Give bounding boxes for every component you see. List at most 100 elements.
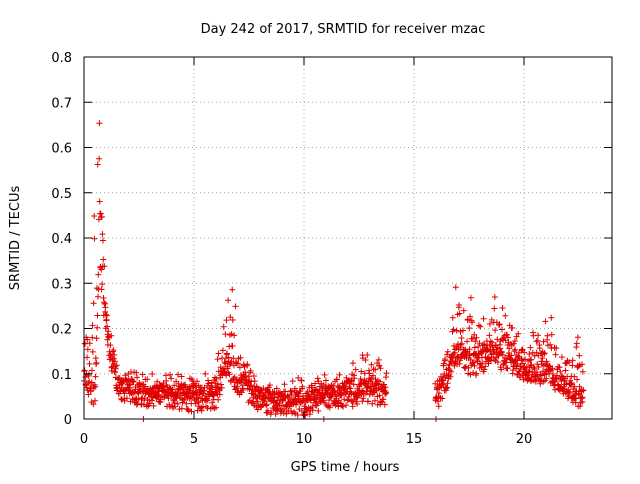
data-point <box>575 363 582 370</box>
data-point <box>354 400 361 407</box>
data-point <box>469 319 476 326</box>
data-point <box>444 351 450 358</box>
data-point <box>466 346 473 353</box>
data-point <box>334 376 340 383</box>
x-tick-label: 0 <box>80 432 88 447</box>
data-point <box>505 334 512 341</box>
data-point <box>98 213 105 220</box>
data-point <box>533 369 540 376</box>
data-point <box>176 385 183 392</box>
data-point <box>456 310 463 317</box>
data-point <box>485 360 492 367</box>
data-point <box>383 390 390 397</box>
data-point <box>576 352 583 359</box>
data-point <box>482 363 489 370</box>
data-point <box>263 401 270 408</box>
data-point <box>213 404 219 411</box>
data-point <box>211 374 218 381</box>
data-point <box>521 349 528 356</box>
data-point <box>90 401 97 408</box>
data-point <box>548 331 555 338</box>
data-point <box>569 357 576 364</box>
data-point <box>573 344 580 351</box>
data-point <box>96 155 103 162</box>
data-point <box>547 341 554 348</box>
data-point <box>502 359 509 366</box>
data-point <box>466 352 473 359</box>
data-point <box>298 407 305 414</box>
data-point <box>105 328 112 335</box>
data-point <box>100 256 107 263</box>
data-point <box>475 343 482 350</box>
data-point <box>195 399 202 406</box>
data-point <box>465 364 472 371</box>
data-point <box>231 332 238 339</box>
data-point <box>262 394 269 401</box>
data-point <box>309 407 316 414</box>
data-point <box>298 377 305 384</box>
data-point <box>171 400 178 407</box>
data-point <box>358 368 365 375</box>
data-point <box>457 341 464 348</box>
data-point <box>266 382 273 389</box>
data-point <box>486 332 493 339</box>
data-point <box>102 304 109 311</box>
data-point <box>329 391 336 398</box>
data-point <box>291 385 298 392</box>
data-point <box>126 381 133 388</box>
data-point <box>91 235 98 242</box>
data-point <box>96 120 103 127</box>
data-point <box>237 354 244 361</box>
data-point <box>540 338 547 345</box>
data-point <box>377 365 384 372</box>
data-point <box>244 361 251 368</box>
data-point <box>217 381 224 388</box>
data-point <box>543 358 550 365</box>
data-point <box>375 385 382 392</box>
data-point <box>108 332 115 339</box>
data-point <box>127 382 134 389</box>
data-point <box>365 367 372 374</box>
data-point <box>479 360 486 367</box>
data-point <box>447 373 454 380</box>
data-point <box>90 384 97 391</box>
data-point <box>88 379 95 386</box>
data-point <box>92 383 99 390</box>
data-point <box>220 323 227 330</box>
data-point <box>264 407 271 414</box>
data-point <box>449 354 456 361</box>
data-point <box>309 403 316 410</box>
data-point <box>440 360 447 367</box>
data-point <box>112 365 119 372</box>
data-point <box>577 403 584 410</box>
data-point <box>346 384 353 391</box>
data-point <box>104 323 111 330</box>
data-point <box>96 198 103 205</box>
data-point <box>359 398 366 405</box>
data-point <box>352 366 359 373</box>
data-point <box>502 312 509 319</box>
data-point <box>228 358 235 365</box>
data-point <box>134 374 141 381</box>
data-point <box>348 378 355 385</box>
data-point <box>295 374 302 381</box>
data-point <box>544 332 551 339</box>
data-point <box>372 366 379 373</box>
data-point <box>91 212 98 219</box>
data-point <box>187 393 194 400</box>
data-point <box>499 305 506 312</box>
data-point <box>224 350 230 357</box>
data-point <box>314 375 321 382</box>
data-point <box>534 337 541 344</box>
data-point <box>344 397 351 404</box>
data-point <box>148 397 155 404</box>
data-point <box>458 334 465 341</box>
data-point <box>535 364 542 371</box>
data-point <box>251 378 258 385</box>
data-point <box>576 391 582 398</box>
data-point <box>541 350 548 357</box>
data-point <box>273 401 280 408</box>
data-point <box>475 322 482 329</box>
data-point <box>95 293 102 300</box>
data-point <box>219 347 226 354</box>
